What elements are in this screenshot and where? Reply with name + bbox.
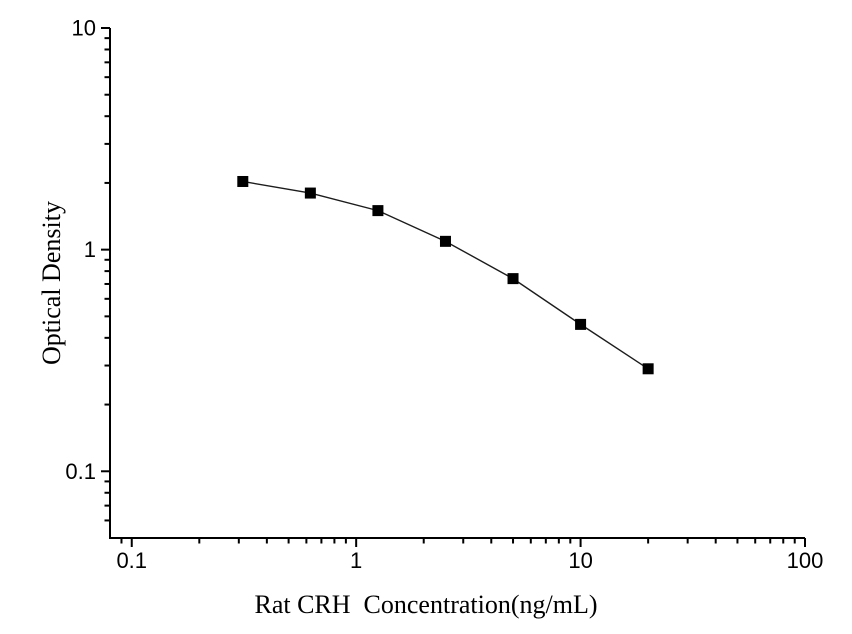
x-tick-label: 0.1: [116, 548, 147, 573]
data-point-marker: [642, 363, 654, 375]
data-point-marker: [575, 318, 587, 330]
y-tick-label: 0.1: [65, 459, 96, 484]
series-line: [242, 180, 649, 370]
axis-spines: [109, 28, 805, 539]
data-point-marker: [439, 235, 451, 247]
x-tick-label: 10: [568, 548, 592, 573]
data-point-marker: [372, 205, 384, 217]
y-tick-label: 1: [84, 237, 96, 262]
y-tick-label: 10: [72, 16, 96, 41]
x-axis-title: Rat CRH Concentration(ng/mL): [254, 590, 598, 619]
data-point-marker: [237, 175, 249, 187]
data-point-marker: [304, 187, 316, 199]
data-point-marker: [507, 273, 519, 285]
x-tick-label: 100: [787, 548, 824, 573]
x-tick-label: 1: [350, 548, 362, 573]
y-axis-title: Optical Density: [37, 201, 66, 365]
